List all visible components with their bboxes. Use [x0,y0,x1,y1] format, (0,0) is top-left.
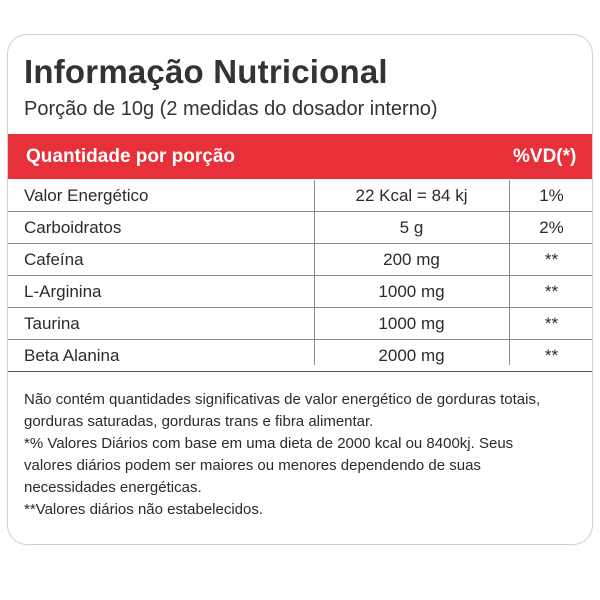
nutrient-name: Carboidratos [24,218,122,237]
footnote-line: Não contém quantidades significativas de… [24,391,541,408]
nutrient-amount: 2000 mg [378,346,445,365]
table-row: Cafeína 200 mg ** [8,244,592,276]
nutrient-name: Valor Energético [24,186,149,205]
column-divider-vd [509,180,510,365]
nutrient-daily-value: ** [544,346,559,365]
serving-size: Porção de 10g (2 medidas do dosador inte… [24,98,438,120]
footnote-line: *% Valores Diários com base em uma dieta… [24,435,514,452]
table-row: Carboidratos 5 g 2% [8,212,592,244]
nutrient-amount: 22 Kcal = 84 kj [355,186,468,205]
nutrient-name: Cafeína [24,250,84,269]
quantity-per-serving-header: Quantidade por porção [26,146,236,167]
nutrient-daily-value: 1% [539,186,564,205]
footnote-line: gorduras saturadas, gorduras trans e fib… [24,413,374,430]
table-row: Taurina 1000 mg ** [8,308,592,340]
nutrient-daily-value: 2% [539,218,564,237]
nutrition-facts-panel: Informação Nutricional Porção de 10g (2 … [7,34,593,545]
nutrient-amount: 1000 mg [378,282,445,301]
nutrition-table: Valor Energético 22 Kcal = 84 kj 1% Carb… [8,180,592,372]
nutrient-name: L-Arginina [24,282,102,301]
nutrient-daily-value: ** [544,250,559,269]
nutrient-amount: 200 mg [383,250,440,269]
footnotes: Não contém quantidades significativas de… [24,389,580,521]
nutrient-amount: 1000 mg [378,314,445,333]
panel-title: Informação Nutricional [24,53,388,90]
daily-value-header: %VD(*) [513,146,577,167]
footnote-line: **Valores diários não estabelecidos. [24,501,264,518]
table-row: Valor Energético 22 Kcal = 84 kj 1% [8,180,592,212]
table-row: L-Arginina 1000 mg ** [8,276,592,308]
nutrient-daily-value: ** [544,314,559,333]
footnote-line: necessidades energéticas. [24,479,202,496]
footnote-line: valores diários podem ser maiores ou men… [24,457,481,474]
column-divider-amount [314,180,315,365]
table-header-band: Quantidade por porção %VD(*) [8,134,592,179]
nutrient-daily-value: ** [544,282,559,301]
nutrient-name: Taurina [24,314,80,333]
nutrient-amount: 5 g [399,218,424,237]
nutrient-name: Beta Alanina [24,346,120,365]
table-row: Beta Alanina 2000 mg ** [8,340,592,372]
